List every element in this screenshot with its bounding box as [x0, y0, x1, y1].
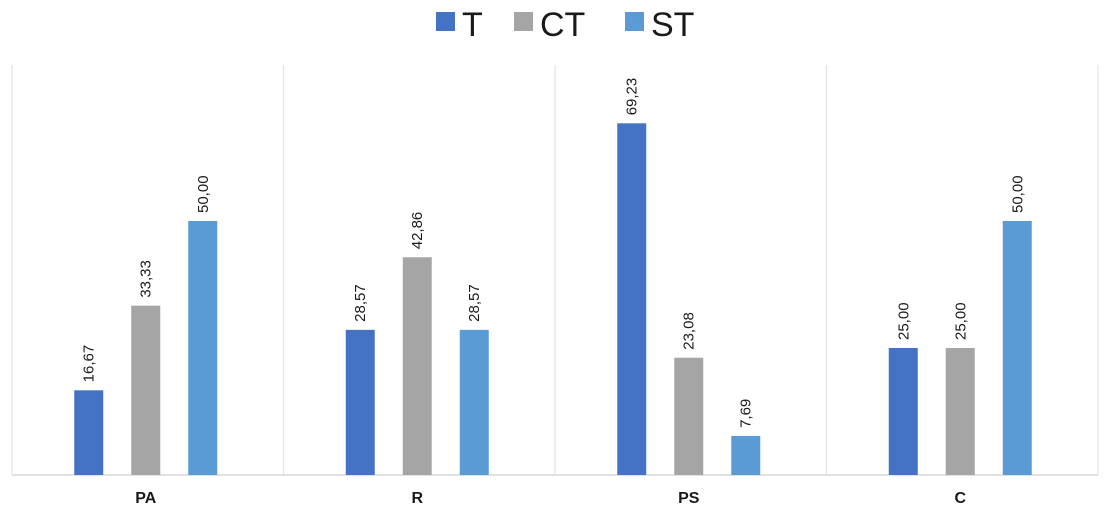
- data-label: 50,00: [1009, 175, 1026, 213]
- bar-st-c: [1002, 221, 1032, 475]
- data-labels-group: 16,67 33,33 50,00 28,57 42,86 28,57 69,23 23,08…: [81, 78, 1027, 428]
- bar-t-pa: [74, 390, 104, 475]
- data-label: 23,08: [681, 312, 698, 350]
- category-dividers: [11, 65, 1099, 475]
- bar-st-r: [459, 329, 489, 475]
- bar-ct-r: [402, 257, 432, 475]
- category-labels: PA R PS C: [135, 490, 966, 507]
- legend-label-st: ST: [651, 6, 694, 44]
- bar-t-c: [888, 348, 918, 475]
- bars-group: [74, 123, 1032, 476]
- data-label: 33,33: [138, 260, 155, 298]
- data-label: 28,57: [466, 284, 483, 322]
- legend: T CT ST: [436, 6, 694, 44]
- legend-swatch-t: [436, 12, 455, 31]
- data-label: 7,69: [738, 399, 755, 428]
- data-label: 28,57: [352, 284, 369, 322]
- legend-label-t: T: [462, 6, 483, 44]
- data-label: 69,23: [624, 78, 641, 116]
- bar-st-ps: [731, 435, 761, 475]
- data-label: 25,00: [952, 302, 969, 340]
- data-label: 16,67: [81, 345, 98, 383]
- data-label: 42,86: [409, 212, 426, 250]
- bar-ct-ps: [674, 357, 704, 475]
- legend-label-ct: CT: [540, 6, 585, 44]
- bar-t-r: [345, 329, 375, 475]
- category-label-r: R: [411, 490, 423, 507]
- category-label-c: C: [954, 490, 966, 507]
- data-label: 50,00: [195, 175, 212, 213]
- bar-st-pa: [188, 221, 218, 475]
- bar-t-ps: [617, 123, 647, 476]
- data-label: 25,00: [895, 302, 912, 340]
- legend-swatch-st: [625, 12, 644, 31]
- category-label-ps: PS: [678, 490, 700, 507]
- bar-ct-pa: [131, 305, 161, 475]
- legend-swatch-ct: [514, 12, 533, 31]
- bar-ct-c: [945, 348, 975, 475]
- category-label-pa: PA: [135, 490, 156, 507]
